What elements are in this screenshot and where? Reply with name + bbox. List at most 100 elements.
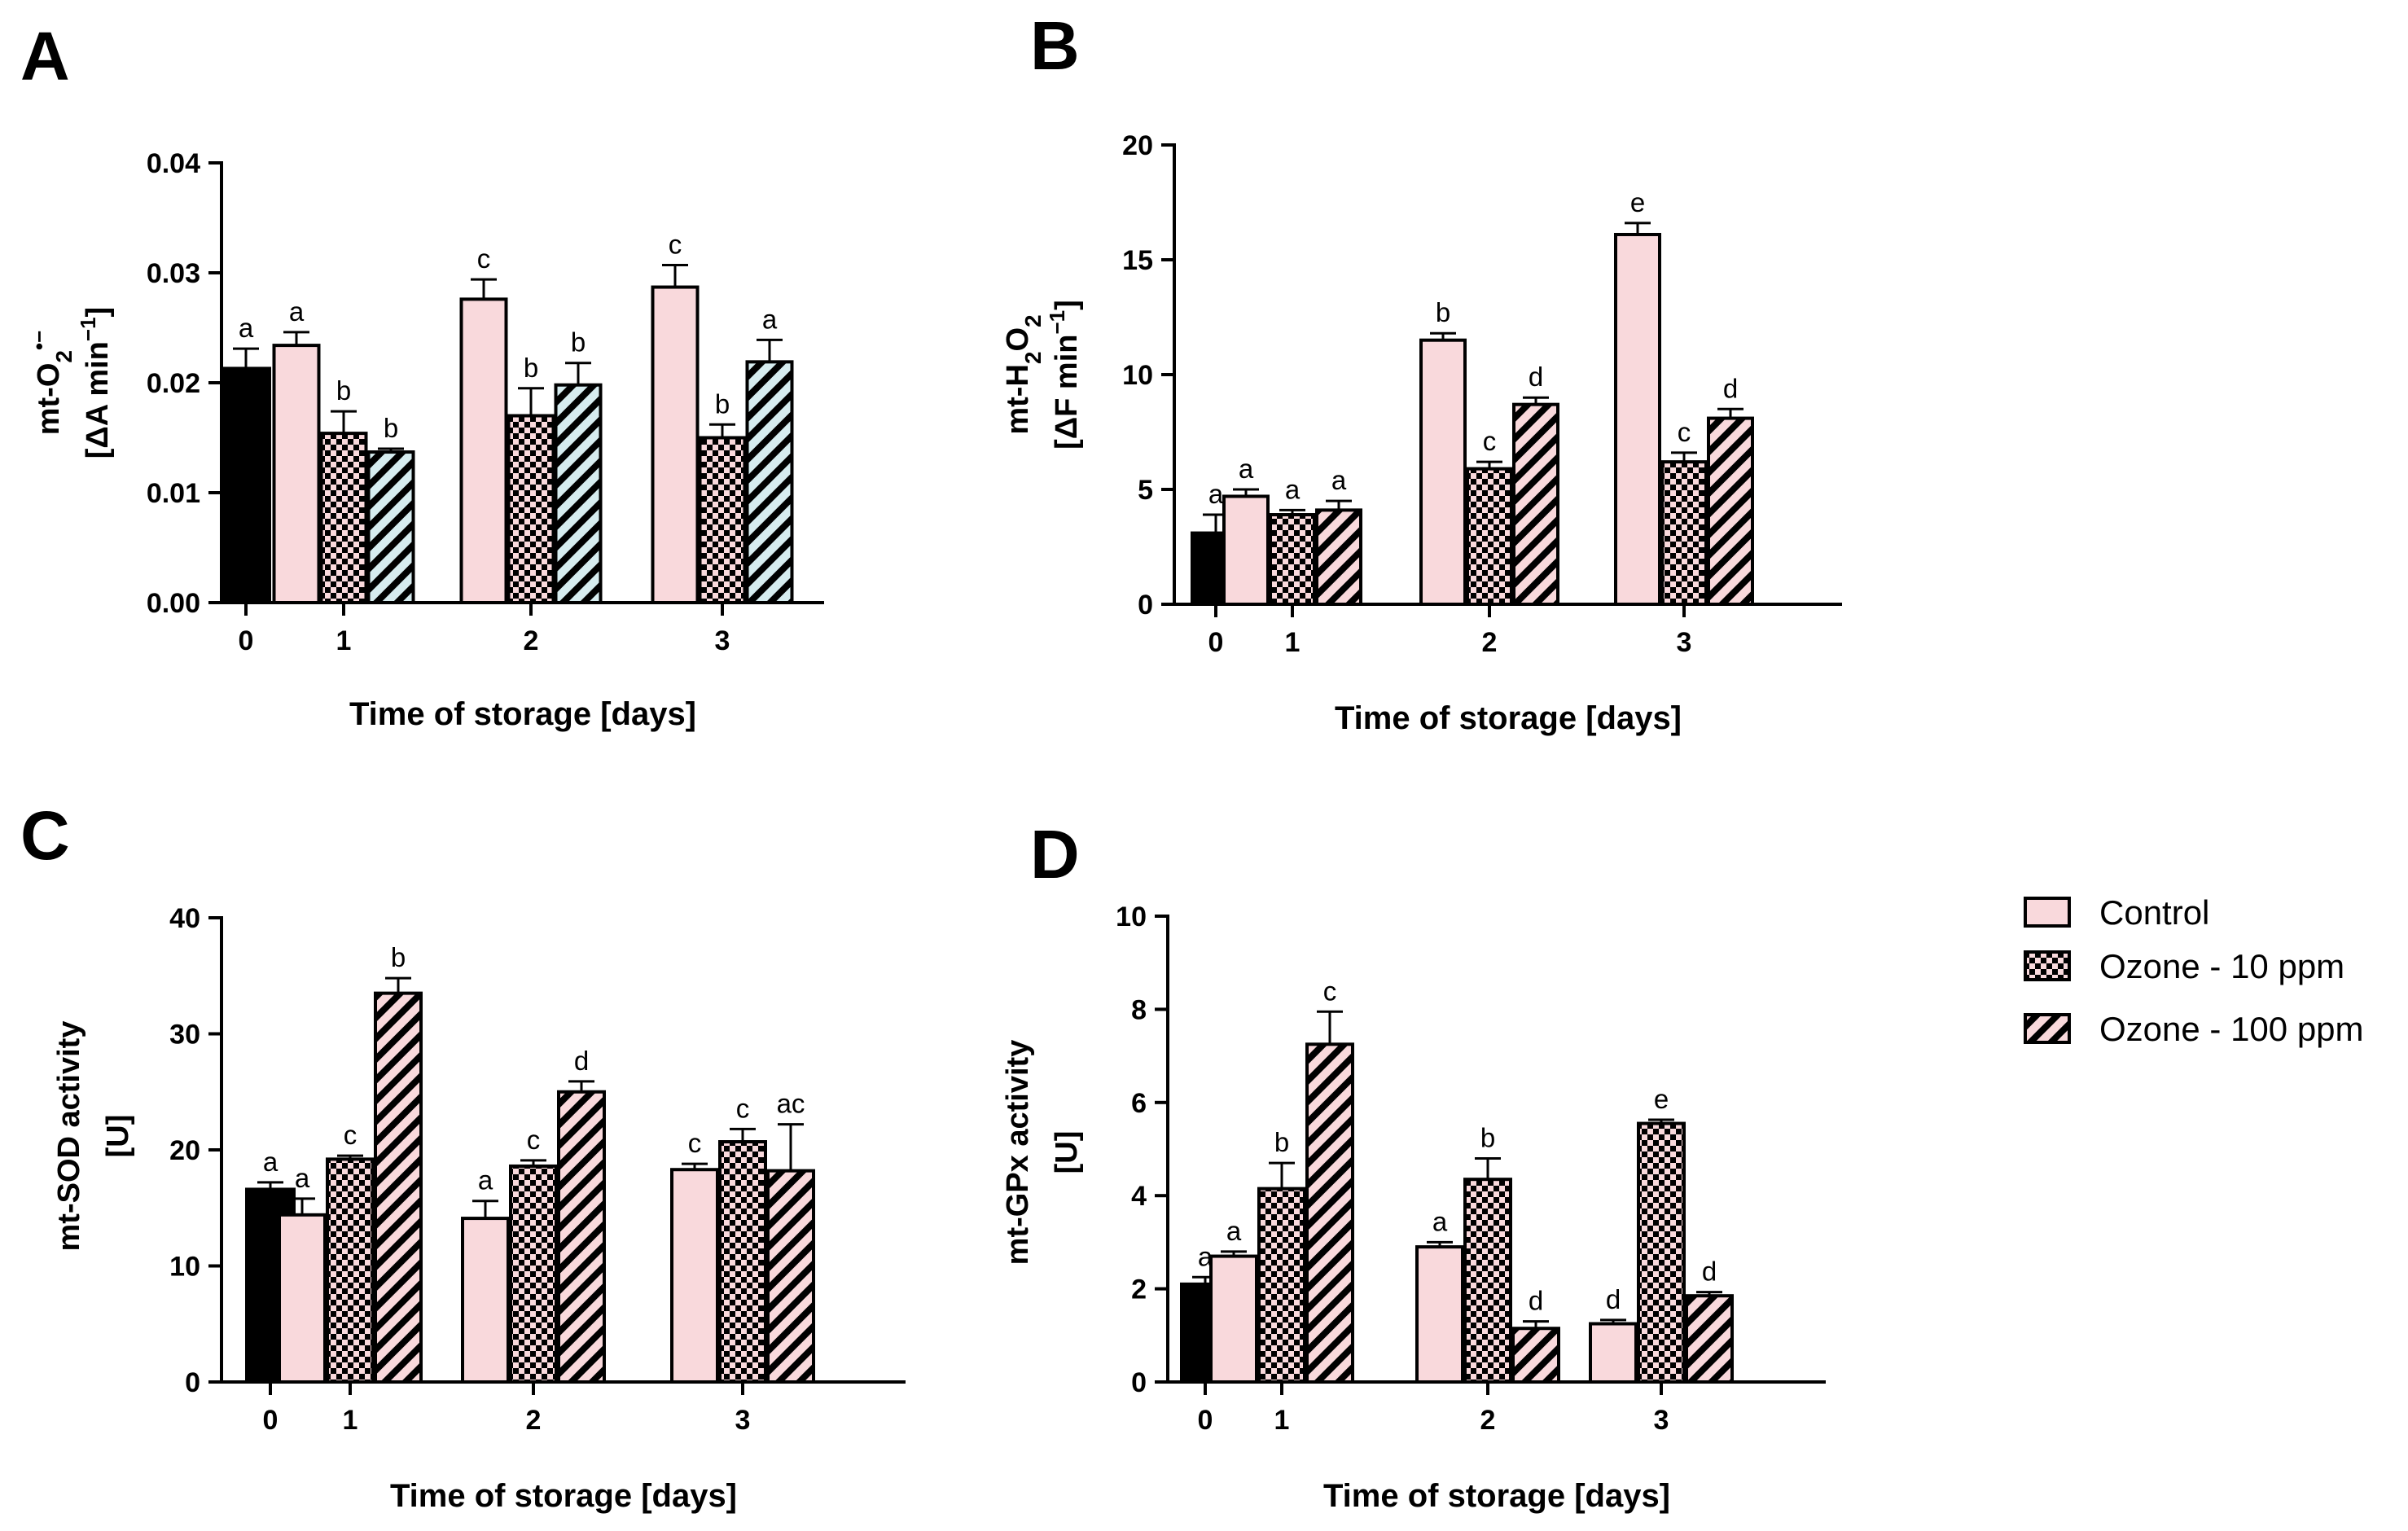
y-tick-label: 10	[169, 1252, 200, 1283]
y-axis-title-main: mt-GPx activity	[1001, 1040, 1035, 1266]
y-axis-units-text: [ΔA min	[81, 341, 115, 458]
y-axis-title: mt-H2O2	[1001, 314, 1046, 434]
legend-label: Ozone - 100 ppm	[2099, 1010, 2364, 1048]
legend: Control Ozone - 10 ppm Ozone - 100 ppm	[2024, 893, 2364, 1048]
y-tick-label: 30	[169, 1020, 200, 1051]
significance-letter: b	[391, 942, 406, 972]
x-axis-title: Time of storage [days]	[349, 696, 696, 732]
significance-letter: a	[1208, 479, 1224, 509]
significance-letter: d	[1529, 1286, 1543, 1316]
x-tick-label: 1	[343, 1405, 358, 1436]
legend-label: Ozone - 10 ppm	[2099, 947, 2344, 985]
y-tick-label: 20	[1122, 130, 1153, 161]
significance-letter: d	[1702, 1257, 1717, 1287]
significance-letter: d	[1723, 373, 1738, 403]
bar	[557, 1090, 606, 1384]
y-axis-title: mt-SOD activity	[52, 1021, 86, 1252]
significance-letter: b	[715, 388, 730, 419]
bar	[1466, 467, 1513, 606]
bar	[1685, 1294, 1734, 1384]
y-axis-units-end: ]	[81, 307, 115, 318]
significance-letter: c	[736, 1093, 750, 1123]
significance-letter: e	[1630, 187, 1645, 217]
y-tick-label: 6	[1131, 1088, 1147, 1119]
y-axis-title-main: mt-H	[1001, 364, 1035, 435]
bar	[718, 1140, 767, 1384]
y-axis-title: mt-O2•−	[27, 331, 77, 436]
bar	[1269, 513, 1316, 607]
bar	[1209, 1254, 1258, 1384]
significance-letter: b	[1274, 1127, 1289, 1157]
bar	[221, 366, 271, 604]
y-axis-title-mid: O	[1001, 327, 1035, 352]
y-tick-label: 0.01	[147, 478, 200, 509]
x-tick-label: 3	[715, 625, 730, 656]
significance-letter: c	[527, 1125, 541, 1155]
y-tick-label: 0	[1138, 590, 1153, 621]
x-tick-label: 0	[263, 1405, 279, 1436]
panel-letter: C	[20, 797, 70, 874]
panel-letter: B	[1030, 7, 1080, 84]
bar	[1415, 1245, 1464, 1384]
bar	[1511, 1327, 1560, 1384]
bar	[1660, 460, 1708, 606]
y-tick-label: 0.00	[147, 588, 200, 619]
significance-letter: a	[762, 304, 778, 334]
bar	[554, 383, 603, 604]
bar	[507, 414, 555, 604]
bar	[1257, 1187, 1306, 1384]
x-tick-label: 3	[1654, 1405, 1669, 1436]
significance-letter: a	[1331, 465, 1347, 495]
x-tick-label: 3	[735, 1405, 751, 1436]
y-tick-label: 20	[169, 1135, 200, 1166]
significance-letter: b	[524, 353, 538, 383]
panel-a: A 0.00 0.01 0.02 0.03 0.04 a a b b c b b c b a 0 1 2 3 Time …	[20, 18, 824, 732]
bar	[1637, 1121, 1686, 1384]
significance-letter: ac	[777, 1089, 805, 1119]
legend-swatch	[2024, 897, 2071, 928]
panel-letter: A	[20, 18, 70, 94]
legend-swatch	[2024, 950, 2071, 981]
y-axis-title-superscript: •−	[27, 331, 51, 350]
bar	[1707, 416, 1754, 607]
significance-letter: a	[1285, 474, 1300, 504]
y-tick-label: 10	[1116, 901, 1147, 932]
bar	[366, 450, 415, 604]
bar	[1305, 1042, 1354, 1384]
y-tick-label: 0	[1131, 1367, 1147, 1398]
significance-letter: c	[1323, 976, 1337, 1006]
significance-letter: a	[295, 1163, 310, 1193]
bar	[319, 432, 368, 604]
y-tick-label: 0	[185, 1367, 200, 1398]
y-axis-units: [U]	[1050, 1131, 1084, 1174]
x-tick-label: 2	[524, 625, 539, 656]
bar	[1589, 1322, 1638, 1384]
y-axis-units-text: [U]	[101, 1115, 135, 1158]
significance-letter: c	[1678, 417, 1691, 447]
bar	[509, 1164, 558, 1384]
bar	[374, 991, 423, 1384]
significance-letter: a	[289, 296, 305, 327]
x-tick-label: 1	[336, 625, 352, 656]
y-axis-title-subscript: 2	[51, 350, 77, 363]
y-axis-title-subscript: 2	[1020, 352, 1046, 365]
y-tick-label: 8	[1131, 994, 1147, 1025]
significance-letter: c	[344, 1120, 357, 1150]
significance-letter: a	[239, 313, 254, 343]
y-axis-units: [ΔF min−1]	[1045, 300, 1084, 450]
significance-letter: d	[1606, 1284, 1621, 1314]
significance-letter: d	[574, 1046, 589, 1076]
y-axis-units-superscript: −1	[1045, 310, 1069, 335]
significance-letter: a	[1226, 1216, 1242, 1246]
x-tick-label: 2	[1480, 1405, 1496, 1436]
bar	[1222, 494, 1270, 607]
x-axis-title: Time of storage [days]	[1323, 1478, 1670, 1514]
y-axis-title-subscript: 2	[1020, 314, 1046, 327]
y-tick-label: 0.02	[147, 368, 200, 399]
y-axis-units-text: [U]	[1050, 1131, 1084, 1174]
y-axis-title: mt-GPx activity	[1001, 1040, 1035, 1266]
